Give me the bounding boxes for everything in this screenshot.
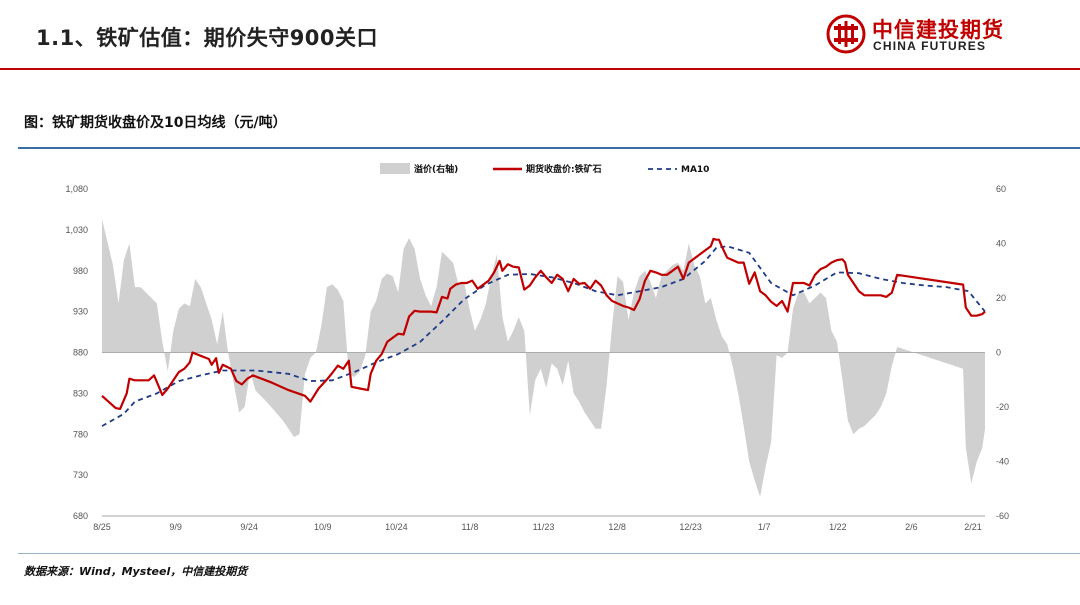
premium-area-series: [102, 219, 985, 497]
x-tick-label: 2/21: [964, 522, 982, 532]
y-left-tick-label: 1,080: [65, 184, 88, 194]
y-right-tick-label: 20: [996, 293, 1006, 303]
legend-swatch-premium: [380, 163, 410, 174]
legend-label-ma10: MA10: [681, 165, 709, 175]
y-right-tick-label: -60: [996, 511, 1009, 521]
x-tick-label: 10/9: [314, 522, 332, 532]
x-tick-label: 11/8: [461, 522, 478, 532]
y-left-tick-label: 1,030: [65, 225, 88, 235]
y-left-tick-label: 780: [73, 429, 88, 439]
y-left-tick-label: 680: [73, 511, 88, 521]
chart-caption: 图：铁矿期货收盘价及10日均线（元/吨）: [24, 115, 287, 131]
logo-text-cn: 中信建投期货: [872, 18, 1004, 42]
y-right-tick-label: -20: [996, 402, 1009, 412]
source-divider: [18, 553, 1080, 554]
chart-plot-area: [101, 219, 986, 497]
source-note: 数据来源：Wind，Mysteel，中信建投期货: [24, 565, 248, 578]
legend-label-premium: 溢价(右轴): [414, 163, 458, 175]
header: 1.1、铁矿估值：期价失守900关口 中信建投期货 CHINA FUTURES: [0, 0, 1080, 70]
chart-axes: 1,080 1,030 980 930 880 830 780 730 680 60 40 20 0 -2…: [65, 184, 1009, 532]
caption-divider: [18, 147, 1080, 149]
x-tick-label: 9/9: [169, 522, 182, 532]
y-right-tick-label: 40: [996, 239, 1006, 249]
y-right-tick-label: -40: [996, 457, 1009, 467]
y-left-tick-label: 730: [73, 470, 88, 480]
page-title: 1.1、铁矿估值：期价失守900关口: [36, 26, 379, 50]
header-divider: [0, 68, 1080, 70]
x-tick-label: 10/24: [385, 522, 408, 532]
y-right-tick-label: 0: [996, 348, 1001, 358]
chart-legend: 溢价(右轴) 期货收盘价:铁矿石 MA10: [380, 163, 709, 175]
price-series-line: [101, 237, 986, 410]
x-tick-label: 12/23: [679, 522, 702, 532]
x-tick-label: 9/24: [240, 522, 258, 532]
y-right-tick-label: 60: [996, 184, 1006, 194]
logo-text-en: CHINA FUTURES: [873, 39, 987, 53]
x-tick-label: 1/7: [758, 522, 771, 532]
legend-label-price: 期货收盘价:铁矿石: [526, 163, 602, 175]
ma10-series-line: [101, 245, 986, 427]
x-tick-label: 2/6: [905, 522, 918, 532]
y-left-tick-label: 980: [73, 266, 88, 276]
iron-ore-chart: 溢价(右轴) 期货收盘价:铁矿石 MA10 1,080 1,030 980 930 880 8…: [65, 163, 1009, 532]
y-left-tick-label: 880: [73, 348, 88, 358]
x-tick-label: 11/23: [533, 522, 555, 532]
x-tick-label: 1/22: [829, 522, 847, 532]
x-tick-label: 8/25: [93, 522, 111, 532]
y-left-tick-label: 930: [73, 307, 88, 317]
x-tick-label: 12/8: [608, 522, 626, 532]
logo: 中信建投期货 CHINA FUTURES: [826, 12, 1026, 58]
y-left-tick-label: 830: [73, 388, 88, 398]
logo-icon: [826, 14, 866, 54]
